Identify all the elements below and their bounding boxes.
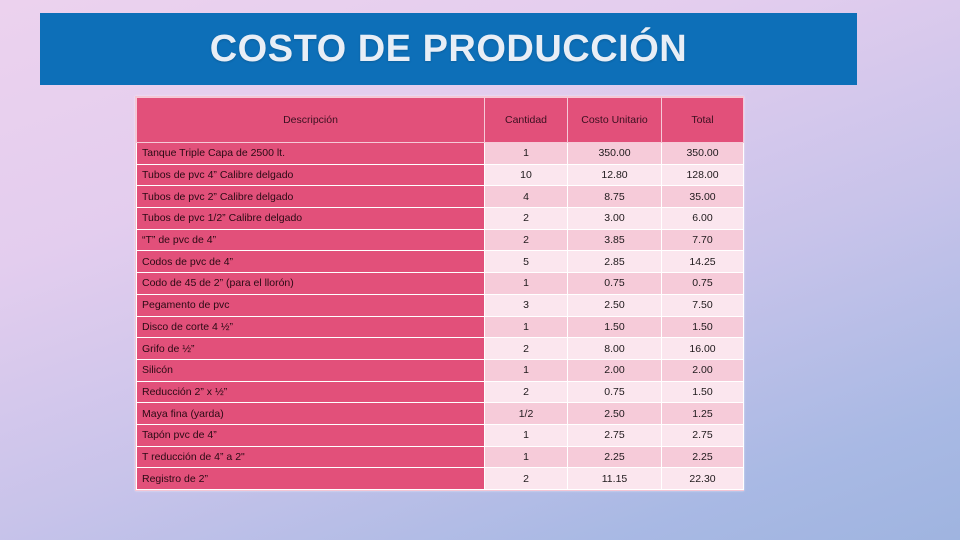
table-row: Tanque Triple Capa de 2500 lt. 1 350.00 350…: [136, 142, 744, 165]
cell-unit-cost: 2.50: [567, 293, 662, 317]
cell-unit-cost: 3.00: [567, 207, 662, 230]
table-row: T reducción de 4” a 2" 1 2.25 2.25: [136, 445, 744, 469]
cell-quantity: 1: [484, 423, 568, 447]
cell-quantity: 2: [484, 467, 568, 490]
cell-total: 2.25: [661, 445, 744, 469]
cell-quantity: 1: [484, 142, 568, 165]
cell-unit-cost: 2.85: [567, 250, 662, 274]
cell-description: Grifo de ½”: [136, 337, 485, 360]
cell-total: 128.00: [661, 163, 744, 187]
table-row: Pegamento de pvc 3 2.50 7.50: [136, 293, 744, 317]
table-row: Maya fina (yarda) 1/2 2.50 1.25: [136, 402, 744, 425]
cell-total: 6.00: [661, 207, 744, 230]
cell-description: Tubos de pvc 2” Calibre delgado: [136, 185, 485, 209]
cost-table: Descripción Cantidad Costo Unitario Tota…: [136, 97, 744, 490]
table-row: Reducción 2” x ½” 2 0.75 1.50: [136, 380, 744, 404]
header-total: Total: [661, 97, 744, 143]
header-quantity: Cantidad: [484, 97, 568, 143]
cell-unit-cost: 350.00: [567, 142, 662, 165]
cell-description: Tapón pvc de 4”: [136, 423, 485, 447]
cell-total: 7.70: [661, 228, 744, 252]
cell-unit-cost: 11.15: [567, 467, 662, 490]
cell-unit-cost: 2.50: [567, 402, 662, 425]
cell-total: 2.75: [661, 423, 744, 447]
table-row: Tubos de pvc 4” Calibre delgado 10 12.80 12…: [136, 163, 744, 187]
cell-quantity: 2: [484, 228, 568, 252]
cell-description: Pegamento de pvc: [136, 293, 485, 317]
cell-quantity: 1/2: [484, 402, 568, 425]
table-row: Grifo de ½” 2 8.00 16.00: [136, 337, 744, 360]
cell-unit-cost: 2.25: [567, 445, 662, 469]
cell-description: Codos de pvc de 4”: [136, 250, 485, 274]
cell-quantity: 2: [484, 380, 568, 404]
table-row: Codos de pvc de 4” 5 2.85 14.25: [136, 250, 744, 274]
cost-table-container: Descripción Cantidad Costo Unitario Tota…: [135, 96, 744, 491]
cell-total: 1.25: [661, 402, 744, 425]
cell-total: 22.30: [661, 467, 744, 490]
cell-quantity: 1: [484, 358, 568, 382]
cell-quantity: 3: [484, 293, 568, 317]
cell-description: Registro de 2”: [136, 467, 485, 490]
cell-quantity: 1: [484, 445, 568, 469]
table-row: Silicón 1 2.00 2.00: [136, 358, 744, 382]
cell-description: Silicón: [136, 358, 485, 382]
cell-unit-cost: 2.75: [567, 423, 662, 447]
cell-description: Tubos de pvc 1/2” Calibre delgado: [136, 207, 485, 230]
cell-unit-cost: 0.75: [567, 272, 662, 295]
header-unit-cost: Costo Unitario: [567, 97, 662, 143]
table-row: Disco de corte 4 ½” 1 1.50 1.50: [136, 315, 744, 339]
cell-description: T reducción de 4” a 2": [136, 445, 485, 469]
cell-total: 1.50: [661, 315, 744, 339]
cell-unit-cost: 3.85: [567, 228, 662, 252]
cell-unit-cost: 2.00: [567, 358, 662, 382]
cell-quantity: 2: [484, 337, 568, 360]
table-row: “T” de pvc de 4” 2 3.85 7.70: [136, 228, 744, 252]
table-row: Tapón pvc de 4” 1 2.75 2.75: [136, 423, 744, 447]
cell-unit-cost: 1.50: [567, 315, 662, 339]
cell-total: 2.00: [661, 358, 744, 382]
cell-quantity: 1: [484, 272, 568, 295]
header-description: Descripción: [136, 97, 485, 143]
cell-total: 16.00: [661, 337, 744, 360]
table-row: Registro de 2” 2 11.15 22.30: [136, 467, 744, 490]
cell-quantity: 4: [484, 185, 568, 209]
page-title: COSTO DE PRODUCCIÓN: [209, 27, 688, 70]
cell-quantity: 2: [484, 207, 568, 230]
table-row: Tubos de pvc 1/2” Calibre delgado 2 3.00 6.…: [136, 207, 744, 230]
cell-description: Tubos de pvc 4” Calibre delgado: [136, 163, 485, 187]
cell-unit-cost: 8.00: [567, 337, 662, 360]
cell-quantity: 5: [484, 250, 568, 274]
table-header-row: Descripción Cantidad Costo Unitario Tota…: [136, 97, 744, 143]
table-row: Codo de 45 de 2” (para el llorón) 1 0.75 0.…: [136, 272, 744, 295]
cell-total: 35.00: [661, 185, 744, 209]
table-row: Tubos de pvc 2” Calibre delgado 4 8.75 35.0…: [136, 185, 744, 209]
cell-unit-cost: 8.75: [567, 185, 662, 209]
cell-total: 14.25: [661, 250, 744, 274]
cell-quantity: 1: [484, 315, 568, 339]
cell-description: Tanque Triple Capa de 2500 lt.: [136, 142, 485, 165]
cell-total: 7.50: [661, 293, 744, 317]
table-body: Tanque Triple Capa de 2500 lt. 1 350.00 350…: [136, 142, 744, 490]
cell-quantity: 10: [484, 163, 568, 187]
title-banner: COSTO DE PRODUCCIÓN: [40, 13, 857, 85]
cell-description: Codo de 45 de 2” (para el llorón): [136, 272, 485, 295]
cell-total: 1.50: [661, 380, 744, 404]
cell-unit-cost: 12.80: [567, 163, 662, 187]
cell-description: “T” de pvc de 4”: [136, 228, 485, 252]
cell-description: Disco de corte 4 ½”: [136, 315, 485, 339]
cell-description: Reducción 2” x ½”: [136, 380, 485, 404]
cell-unit-cost: 0.75: [567, 380, 662, 404]
cell-description: Maya fina (yarda): [136, 402, 485, 425]
cell-total: 0.75: [661, 272, 744, 295]
cell-total: 350.00: [661, 142, 744, 165]
